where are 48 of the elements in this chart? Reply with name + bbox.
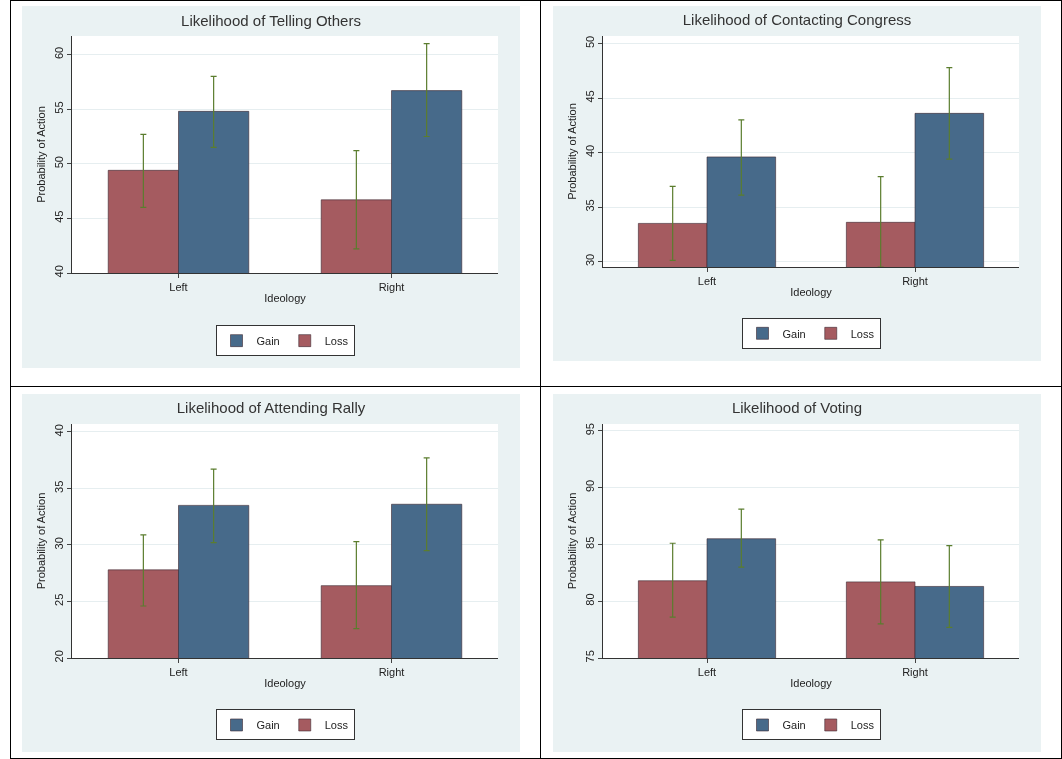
y-tick-label: 50 (52, 156, 65, 169)
y-tick-label: 45 (583, 90, 596, 103)
x-tick-label: Right (902, 666, 928, 679)
x-tick-label: Right (378, 281, 405, 294)
x-axis-title: Ideology (264, 677, 307, 690)
y-tick-label: 80 (583, 593, 596, 606)
y-tick-label: 20 (52, 650, 65, 663)
y-tick-label: 90 (583, 479, 596, 493)
y-tick-label: 25 (52, 593, 65, 606)
legend-label: Loss (850, 327, 875, 340)
y-tick-label: 45 (52, 210, 65, 223)
y-tick-label: 30 (52, 537, 65, 550)
y-axis-title: Probability of Action (566, 103, 579, 200)
y-tick-label: 35 (52, 480, 65, 493)
y-tick-label: 40 (52, 424, 65, 437)
y-axis-title: Probability of Action (35, 106, 48, 203)
y-tick-label: 30 (583, 253, 596, 267)
y-tick-label: 35 (583, 199, 596, 212)
legend-label: Loss (324, 334, 349, 347)
x-tick-label: Right (378, 666, 405, 679)
y-tick-label: 95 (583, 423, 596, 436)
legend-label: Loss (324, 719, 349, 732)
y-tick-label: 75 (583, 650, 596, 663)
x-tick-label: Left (169, 281, 188, 294)
chart-title: Likelihood of Telling Others (181, 11, 361, 29)
x-tick-label: Left (697, 275, 717, 288)
x-axis-title: Ideology (790, 677, 833, 690)
legend-label: Loss (850, 719, 875, 732)
x-axis-title: Ideology (264, 292, 307, 305)
x-axis-title: Ideology (790, 286, 833, 299)
legend-label: Gain (256, 719, 280, 732)
legend-label: Gain (782, 719, 806, 732)
chart-title: Likelihood of Contacting Congress (682, 11, 912, 29)
x-tick-label: Left (697, 666, 717, 679)
y-tick-label: 85 (583, 536, 596, 549)
x-tick-label: Left (169, 666, 188, 679)
legend-label: Gain (782, 327, 806, 340)
chart-title: Likelihood of Voting (731, 399, 863, 417)
y-tick-label: 60 (52, 46, 65, 60)
y-tick-label: 55 (52, 101, 65, 114)
legend-label: Gain (256, 334, 280, 347)
y-tick-label: 40 (52, 265, 65, 278)
chart-title: Likelihood of Attending Rally (176, 399, 366, 417)
y-tick-label: 50 (583, 35, 596, 49)
y-axis-title: Probability of Action (566, 492, 579, 590)
y-axis-title: Probability of Action (35, 492, 48, 590)
x-tick-label: Right (902, 275, 928, 288)
y-tick-label: 40 (583, 144, 596, 158)
